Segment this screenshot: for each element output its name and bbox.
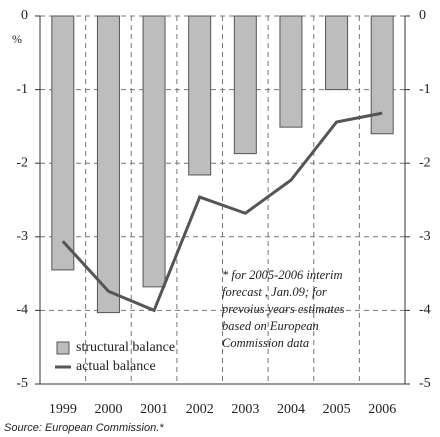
y2-tick-label: -4 — [419, 303, 431, 318]
bar — [188, 15, 212, 176]
y2-tick-label: -3 — [419, 229, 431, 244]
y-tick-label: -2 — [16, 155, 28, 170]
y-tick-label: -4 — [16, 303, 28, 318]
x-tick-label: 2004 — [277, 402, 305, 417]
bar — [142, 15, 166, 288]
legend-label: structural balance — [76, 340, 175, 355]
y2-tick-label: -1 — [419, 82, 431, 97]
x-tick-label: 2001 — [140, 402, 168, 417]
annotation: Commission data — [222, 336, 309, 350]
y2-tick-label: -2 — [419, 155, 431, 170]
y-tick-label: -1 — [16, 82, 28, 97]
annotation: based on European — [222, 319, 319, 333]
x-tick-label: 2000 — [94, 402, 122, 417]
line — [61, 111, 383, 313]
y-tick-label: -5 — [16, 376, 28, 391]
x-tick-label: 2006 — [368, 402, 396, 417]
x-tick-label: 1999 — [49, 402, 77, 417]
x-tick-label: 2002 — [186, 402, 214, 417]
bar — [370, 15, 394, 135]
annotation: * for 2005-2006 interim — [222, 268, 342, 282]
bar — [96, 15, 120, 314]
source: Source: European Commission.* — [4, 422, 164, 434]
bar — [279, 15, 303, 128]
annotation: forecast , Jan.09; for — [222, 285, 327, 299]
y-tick-label: -3 — [16, 229, 28, 244]
x-tick-label: 2005 — [323, 402, 351, 417]
x-tick-label: 2003 — [231, 402, 259, 417]
bar — [325, 15, 349, 91]
y2-tick-label: 0 — [419, 8, 426, 23]
y-tick-label: 0 — [21, 8, 28, 23]
bar — [51, 15, 75, 271]
y2-tick-label: -5 — [419, 376, 431, 391]
bar — [233, 15, 257, 155]
legend-label: actual balance — [76, 359, 156, 374]
legend-swatch — [56, 341, 70, 355]
y-unit: % — [12, 32, 22, 46]
annotation: prevoius years estimates — [221, 302, 345, 316]
